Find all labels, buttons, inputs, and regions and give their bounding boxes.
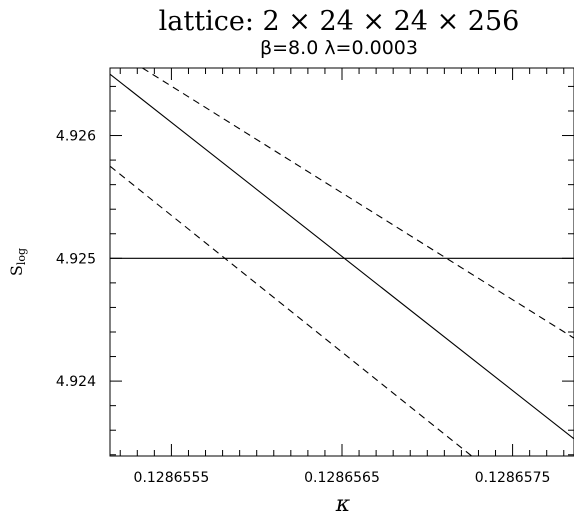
y-axis-label-subscript: log (15, 248, 28, 265)
y-tick-label: 4.925 (56, 251, 96, 267)
plot-frame (109, 67, 574, 457)
x-tick-label: 0.1286575 (475, 470, 551, 486)
chart-title: lattice: 2 × 24 × 24 × 256 (159, 6, 520, 37)
solid-series-line (110, 73, 574, 440)
x-tick-label: 0.1286565 (304, 470, 380, 486)
y-axis-label-main: S (7, 265, 26, 276)
y-tick-label: 4.926 (56, 129, 96, 145)
dashed-series-line (142, 68, 574, 339)
plot-area: 0.1286555 0.1286565 0.1286575 4.924 4.925 4.9… (56, 67, 574, 486)
x-tick-label: 0.1286555 (134, 470, 210, 486)
y-axis-label: Slog (7, 248, 28, 276)
y-tick-label: 4.924 (56, 374, 96, 390)
x-axis-label: κ (335, 492, 351, 517)
dashed-series-line (110, 165, 472, 456)
chart-subtitle: β=8.0 λ=0.0003 (260, 37, 418, 59)
